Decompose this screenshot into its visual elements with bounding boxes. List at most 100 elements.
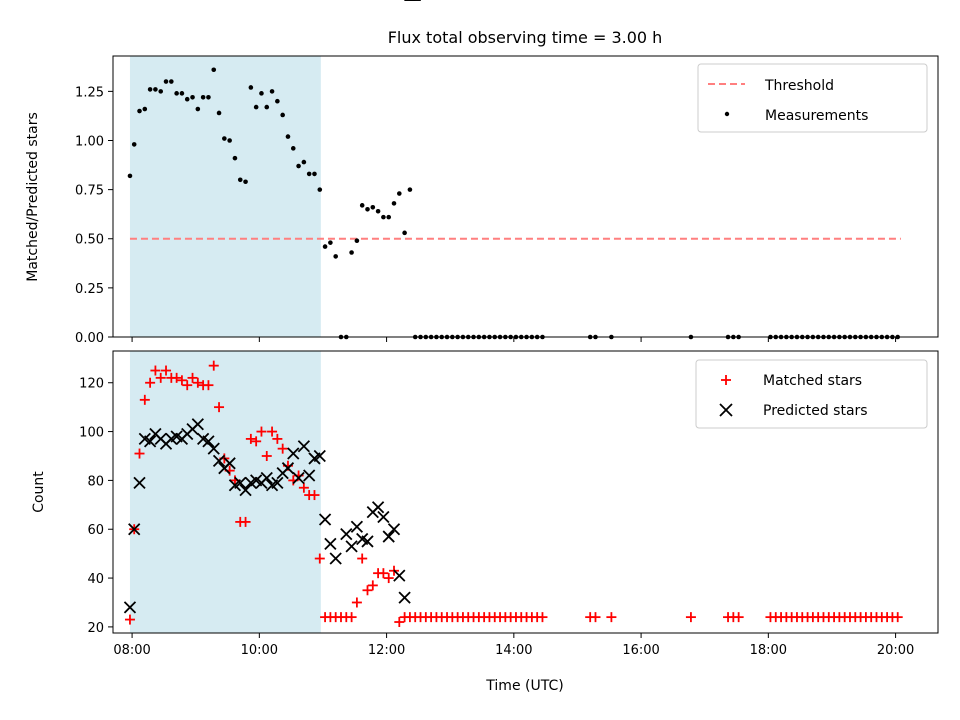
matched-point [134,448,145,459]
matched-point [240,516,251,527]
x-tick-label: 12:00 [368,643,405,658]
measurement-point [290,146,296,151]
matched-point [171,372,182,383]
measurement-point [158,89,164,94]
predicted-point [287,447,300,460]
matched-point [155,372,166,383]
legend-measurements-swatch [724,111,730,117]
predicted-point [361,535,374,548]
predicted-point [318,513,332,526]
predicted-point [382,530,395,543]
legend-threshold-label: Threshold [764,78,834,94]
matched-point [245,433,256,444]
measurement-point [195,106,201,112]
y-tick-label: 1.25 [75,85,104,100]
matched-point [351,597,362,608]
predicted-point [324,537,337,551]
matched-point [362,585,373,596]
measurement-point [174,91,179,96]
measurement-point [296,163,301,169]
matched-point [176,375,187,386]
measurement-point [232,155,238,161]
top-x-ticks [131,337,897,342]
matched-point [261,450,272,461]
top-y-axis-label: Matched/Predicted stars [25,112,41,282]
matched-point [277,443,288,454]
matched-point [606,612,617,623]
bottom-x-ticks: 08:00 10:00 12:00 14:00 16:00 18:00 20:00 [113,633,914,658]
top-panel: 0.00 0.25 0.50 0.75 1.00 1.25 Matched/Predict… [25,55,939,346]
y-tick-label: 20 [87,621,104,636]
predicted-point [212,454,226,468]
measurement-point [391,201,397,206]
measurement-point [211,67,217,73]
measurement-point [200,94,206,100]
predicted-point [371,501,385,514]
y-tick-label: 0.50 [75,233,104,248]
measurement-point [163,79,169,84]
matched-point [124,614,135,625]
top-y-ticks: 0.00 0.25 0.50 0.75 1.00 1.25 [75,85,113,346]
x-tick-label: 08:00 [113,643,150,658]
measurement-point [365,206,370,212]
chart-title: Flux total observing time = 3.00 h [388,28,663,47]
measurement-point [253,104,259,110]
predicted-point [223,457,236,470]
measurement-point [169,79,174,84]
matched-point [590,612,601,623]
measurement-point [402,230,407,236]
measurement-point [407,187,413,192]
measurement-point [269,89,275,94]
predicted-point [281,462,295,475]
legend-predicted-label: Predicted stars [763,403,868,419]
matched-point [161,365,172,376]
measurement-point [301,159,307,165]
shaded-interval-bottom [129,351,321,633]
matched-point [314,553,325,564]
matched-point [256,426,267,437]
measurement-point [280,112,285,118]
x-tick-label: 20:00 [877,643,914,658]
measurement-point [333,254,338,259]
measurement-point [328,240,333,245]
y-tick-label: 60 [87,523,104,538]
measurement-point [206,94,211,100]
measurement-point [386,214,392,220]
predicted-point [234,476,247,489]
bottom-legend: Matched stars Predicted stars [695,359,928,429]
matched-point [145,377,156,388]
y-tick-label: 1.00 [75,134,104,149]
measurement-point [237,177,243,183]
measurement-point [131,142,137,147]
matched-point [251,436,262,447]
predicted-point [350,520,364,533]
predicted-point [271,476,284,489]
matched-point [309,490,320,501]
matched-point [208,360,219,371]
x-tick-label: 16:00 [622,643,659,658]
matched-point [267,426,278,437]
bottom-axes-frame [112,350,939,634]
measurement-point [375,208,381,214]
top-legend-box [697,63,928,133]
matched-point [182,380,193,391]
measurement-point [153,87,158,92]
matched-point [383,573,394,584]
predicted-point [292,471,305,485]
measurement-point [243,179,248,185]
measurement-point [137,108,142,114]
predicted-point [202,435,215,448]
y-tick-label: 80 [87,474,104,489]
measurement-point [216,110,222,116]
measurement-point [184,96,190,102]
y-tick-label: 100 [79,426,104,441]
matched-point [187,372,198,383]
y-tick-label: 40 [87,572,104,587]
x-tick-label: 18:00 [750,643,787,658]
bottom-legend-box [695,359,928,429]
measurement-point [381,214,386,220]
predicted-point [303,469,316,482]
measurement-point [127,173,133,179]
predicted-point [207,442,220,455]
measurement-point [312,171,317,177]
